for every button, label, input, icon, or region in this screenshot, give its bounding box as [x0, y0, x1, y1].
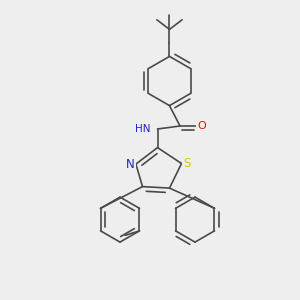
- Text: N: N: [126, 158, 135, 171]
- Text: O: O: [197, 121, 206, 131]
- Text: HN: HN: [135, 124, 151, 134]
- Text: S: S: [183, 157, 190, 170]
